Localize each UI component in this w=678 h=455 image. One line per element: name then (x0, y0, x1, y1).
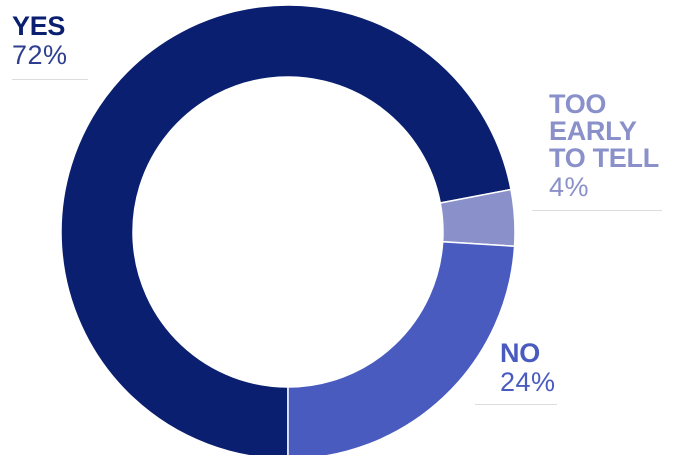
label-divider-yes (12, 79, 88, 80)
slice-value-yes: 72% (12, 40, 68, 70)
slice-no (287, 240, 516, 455)
slice-label-yes: YES 72% (12, 12, 68, 70)
slice-yes (60, 4, 512, 455)
slice-label-no: NO 24% (500, 338, 556, 398)
slice-value-no: 24% (500, 367, 556, 397)
donut-slices (60, 4, 516, 455)
slice-value-too-early-to-tell: 4% (549, 172, 590, 202)
slice-name-too-early-to-tell: TOO EARLY TO TELL (549, 89, 659, 173)
label-divider-no (475, 404, 557, 405)
label-divider-too-early-to-tell (532, 210, 662, 211)
slice-name-no: NO (500, 338, 540, 368)
slice-name-yes: YES (12, 11, 66, 41)
slice-label-too-early-to-tell: TOO EARLY TO TELL 4% (549, 89, 659, 203)
